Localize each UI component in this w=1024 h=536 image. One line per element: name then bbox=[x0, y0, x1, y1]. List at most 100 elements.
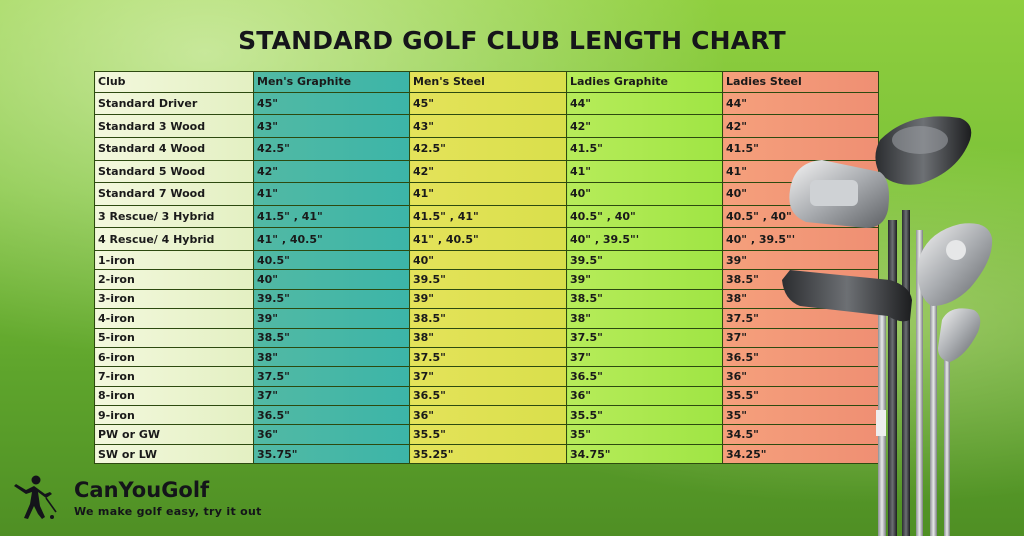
header-ladies-graphite: Ladies Graphite bbox=[566, 71, 723, 93]
length-cell: 40" bbox=[253, 269, 410, 290]
table-row: 3 Rescue/ 3 Hybrid 41.5" , 41" 41.5" , 41"… bbox=[94, 204, 879, 229]
length-cell: 34.75" bbox=[566, 443, 723, 465]
club-length-table: Club Men's Graphite Men's Steel Ladies G… bbox=[94, 71, 879, 465]
length-cell: 39.5" bbox=[253, 288, 410, 310]
length-cell: 41.5" bbox=[566, 136, 723, 161]
length-cell: 35.5" bbox=[722, 385, 879, 407]
length-cell: 44" bbox=[566, 91, 723, 116]
length-cell: 41" bbox=[409, 182, 567, 206]
table-row: Standard 7 Wood 41" 41" 40" 40" bbox=[94, 182, 879, 206]
length-cell: 36.5" bbox=[253, 405, 410, 426]
length-cell: 38.5" bbox=[253, 327, 410, 348]
length-cell: 42.5" bbox=[409, 136, 567, 161]
length-cell: 41.5" bbox=[722, 136, 879, 161]
table-row: 6-iron 38" 37.5" 37" 36.5" bbox=[94, 346, 879, 368]
length-cell: 42.5" bbox=[253, 136, 410, 161]
length-cell: 37.5" bbox=[566, 327, 723, 348]
length-cell: 38.5" bbox=[409, 308, 567, 329]
length-cell: 38" bbox=[409, 327, 567, 348]
length-cell: 41.5" , 41" bbox=[253, 204, 410, 229]
header-club: Club bbox=[94, 71, 254, 93]
length-cell: 38.5" bbox=[566, 288, 723, 310]
length-cell: 38" bbox=[253, 346, 410, 368]
length-cell: 39" bbox=[253, 308, 410, 329]
length-cell: 35.75" bbox=[253, 443, 410, 465]
club-name-cell: 4-iron bbox=[94, 308, 254, 329]
club-name-cell: Standard 5 Wood bbox=[94, 159, 254, 184]
club-name-cell: 9-iron bbox=[94, 405, 254, 426]
table-row: Standard 5 Wood 42" 42" 41" 41" bbox=[94, 159, 879, 184]
table-row: 8-iron 37" 36.5" 36" 35.5" bbox=[94, 385, 879, 407]
club-name-cell: Standard Driver bbox=[94, 91, 254, 116]
length-cell: 36" bbox=[566, 385, 723, 407]
table-row: SW or LW 35.75" 35.25" 34.75" 34.25" bbox=[94, 443, 879, 465]
page-title: STANDARD GOLF CLUB LENGTH CHART bbox=[238, 26, 786, 55]
length-cell: 42" bbox=[253, 159, 410, 184]
length-cell: 37" bbox=[253, 385, 410, 407]
length-cell: 43" bbox=[409, 114, 567, 138]
length-cell: 39.5" bbox=[566, 249, 723, 271]
length-cell: 36" bbox=[253, 424, 410, 445]
table-row: Standard Driver 45" 45" 44" 44" bbox=[94, 91, 879, 116]
length-cell: 43" bbox=[253, 114, 410, 138]
brand-name: CanYouGolf bbox=[74, 478, 210, 502]
club-name-cell: 8-iron bbox=[94, 385, 254, 407]
length-cell: 34.25" bbox=[722, 443, 879, 465]
length-cell: 36.5" bbox=[722, 346, 879, 368]
length-cell: 35" bbox=[566, 424, 723, 445]
length-cell: 39" bbox=[409, 288, 567, 310]
golf-clubs-illustration bbox=[782, 116, 993, 536]
length-cell: 41" bbox=[253, 182, 410, 206]
brand-logo: CanYouGolf We make golf easy, try it out bbox=[12, 474, 312, 524]
length-cell: 36.5" bbox=[566, 366, 723, 387]
club-name-cell: 1-iron bbox=[94, 249, 254, 271]
length-cell: 37.5" bbox=[722, 308, 879, 329]
club-name-cell: 7-iron bbox=[94, 366, 254, 387]
table-row: 3-iron 39.5" 39" 38.5" 38" bbox=[94, 288, 879, 310]
length-cell: 40" , 39.5"' bbox=[566, 227, 723, 251]
length-cell: 37.5" bbox=[253, 366, 410, 387]
club-name-cell: 2-iron bbox=[94, 269, 254, 290]
length-cell: 37" bbox=[566, 346, 723, 368]
length-cell: 42" bbox=[409, 159, 567, 184]
length-cell: 35" bbox=[722, 405, 879, 426]
length-cell: 44" bbox=[722, 91, 879, 116]
table-row: PW or GW 36" 35.5" 35" 34.5" bbox=[94, 424, 879, 445]
length-cell: 40" bbox=[409, 249, 567, 271]
length-cell: 40" , 39.5"' bbox=[722, 227, 879, 251]
length-cell: 41" , 40.5" bbox=[409, 227, 567, 251]
table-row: Standard 4 Wood 42.5" 42.5" 41.5" 41.5" bbox=[94, 136, 879, 161]
brand-tagline: We make golf easy, try it out bbox=[74, 505, 262, 518]
length-cell: 35.5" bbox=[566, 405, 723, 426]
golfer-icon bbox=[14, 475, 57, 519]
club-name-cell: Standard 3 Wood bbox=[94, 114, 254, 138]
table-row: 9-iron 36.5" 36" 35.5" 35" bbox=[94, 405, 879, 426]
length-cell: 40" bbox=[566, 182, 723, 206]
length-cell: 35.5" bbox=[409, 424, 567, 445]
club-name-cell: 5-iron bbox=[94, 327, 254, 348]
table-row: 2-iron 40" 39.5" 39" 38.5" bbox=[94, 269, 879, 290]
club-name-cell: 4 Rescue/ 4 Hybrid bbox=[94, 227, 254, 251]
header-ladies-steel: Ladies Steel bbox=[722, 71, 879, 93]
club-name-cell: 3-iron bbox=[94, 288, 254, 310]
length-cell: 35.25" bbox=[409, 443, 567, 465]
table-row: Standard 3 Wood 43" 43" 42" 42" bbox=[94, 114, 879, 138]
length-cell: 41" , 40.5" bbox=[253, 227, 410, 251]
length-cell: 40.5" , 40" bbox=[566, 204, 723, 229]
length-cell: 45" bbox=[409, 91, 567, 116]
header-mens-graphite: Men's Graphite bbox=[253, 71, 410, 93]
table-row: 7-iron 37.5" 37" 36.5" 36" bbox=[94, 366, 879, 387]
length-cell: 41.5" , 41" bbox=[409, 204, 567, 229]
header-mens-steel: Men's Steel bbox=[409, 71, 567, 93]
table-row: 4-iron 39" 38.5" 38" 37.5" bbox=[94, 308, 879, 329]
length-cell: 40.5" bbox=[253, 249, 410, 271]
length-cell: 36" bbox=[722, 366, 879, 387]
table-row: 4 Rescue/ 4 Hybrid 41" , 40.5" 41" , 40.5"… bbox=[94, 227, 879, 251]
table-row: 1-iron 40.5" 40" 39.5" 39" bbox=[94, 249, 879, 271]
club-name-cell: Standard 7 Wood bbox=[94, 182, 254, 206]
club-name-cell: Standard 4 Wood bbox=[94, 136, 254, 161]
length-cell: 39" bbox=[566, 269, 723, 290]
club-name-cell: 6-iron bbox=[94, 346, 254, 368]
length-cell: 36" bbox=[409, 405, 567, 426]
length-cell: 42" bbox=[566, 114, 723, 138]
